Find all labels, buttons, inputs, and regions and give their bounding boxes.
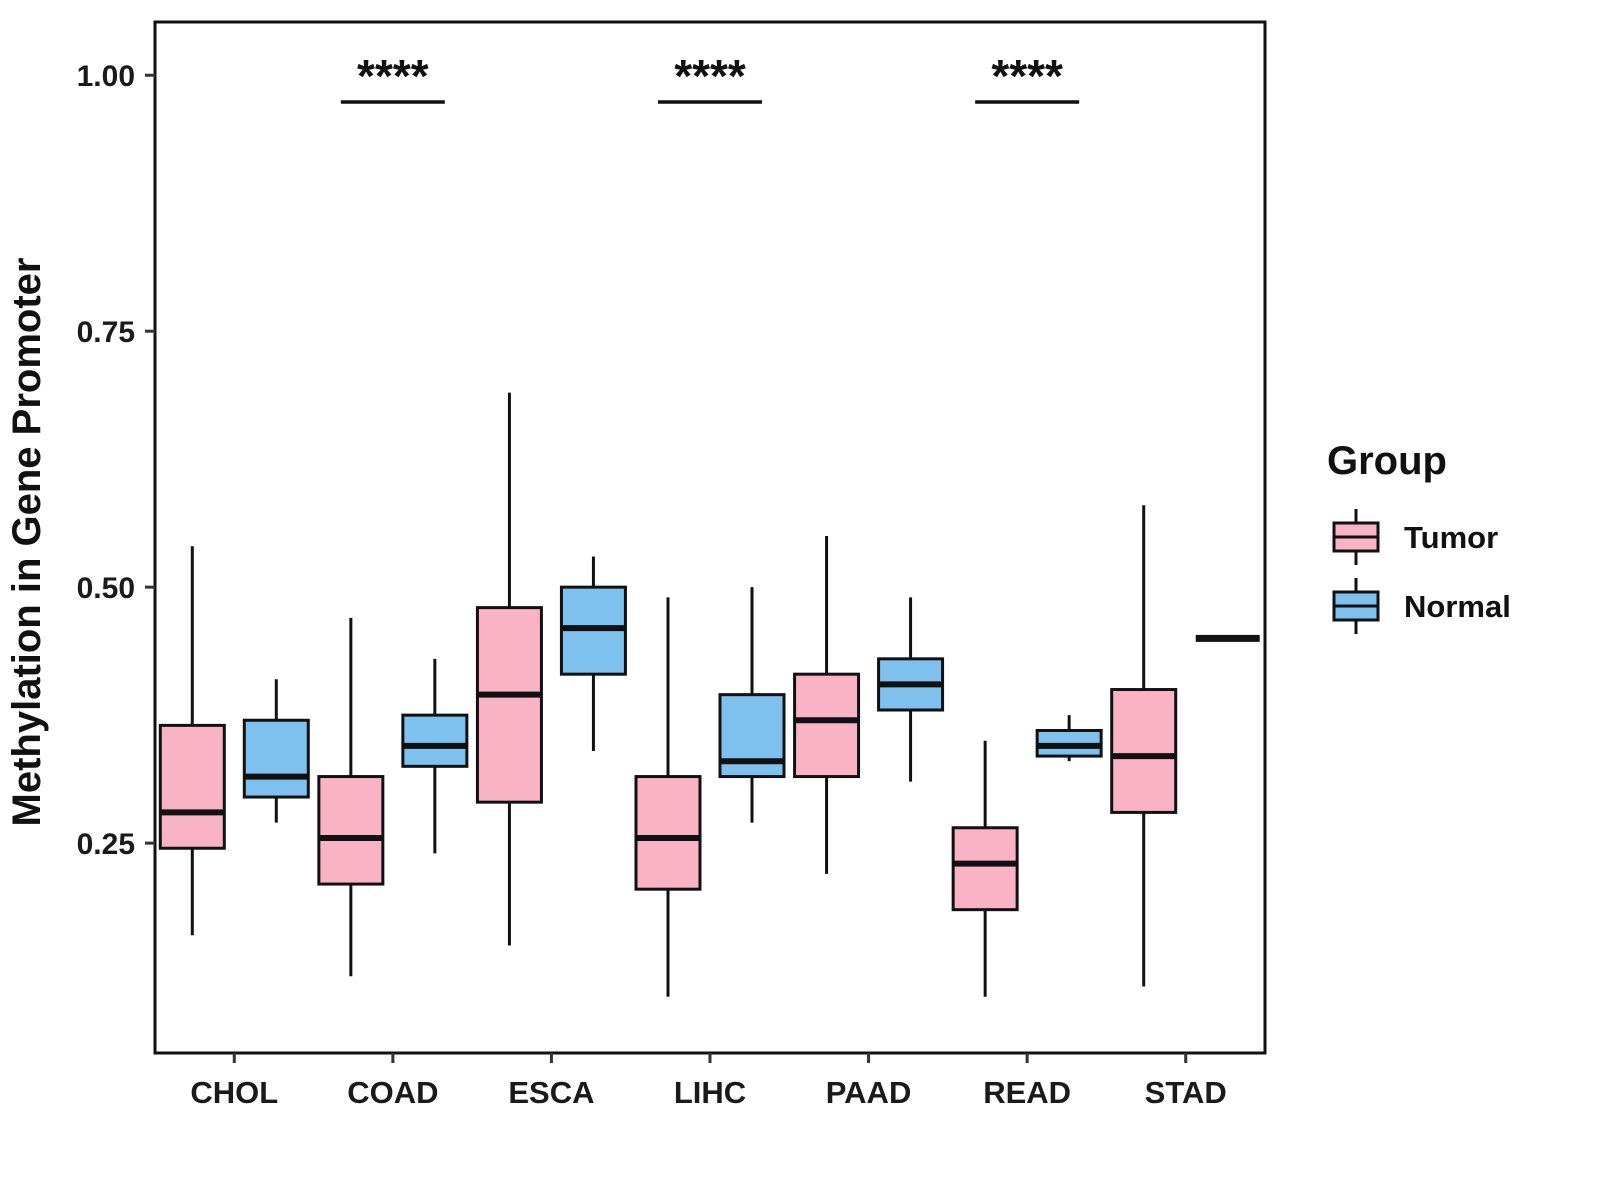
y-axis-tick-label: 0.75 — [77, 316, 135, 349]
x-axis-tick-label: PAAD — [826, 1075, 912, 1110]
x-axis-tick-label: ESCA — [508, 1075, 594, 1110]
box-tumor-CHOL — [158, 723, 226, 850]
y-axis-tick-label: 1.00 — [77, 60, 135, 93]
x-axis-tick-label: STAD — [1145, 1075, 1227, 1110]
y-axis-label: Methylation in Gene Promoter — [5, 258, 49, 827]
box-tumor-STAD — [1110, 688, 1178, 814]
legend-label-Normal: Normal — [1404, 589, 1511, 624]
box-tumor-LIHC — [634, 775, 702, 891]
x-axis-tick-label: CHOL — [190, 1075, 278, 1110]
box-tumor-PAAD — [793, 672, 861, 779]
plot-panel — [153, 20, 1267, 1055]
box-normal-COAD — [401, 713, 469, 768]
x-axis-tick-label: LIHC — [674, 1075, 746, 1110]
box-tumor-READ — [951, 826, 1019, 912]
y-axis-tick-label: 0.25 — [77, 828, 135, 861]
box-normal-LIHC — [718, 693, 786, 779]
x-axis-tick-label: READ — [983, 1075, 1071, 1110]
y-axis-tick-label: 0.50 — [77, 572, 135, 605]
legend-label-Tumor: Tumor — [1404, 520, 1498, 555]
box-normal-CHOL — [242, 718, 310, 799]
significance-label-READ: **** — [991, 50, 1063, 102]
legend-title: Group — [1327, 439, 1447, 483]
box-tumor-COAD — [317, 775, 385, 886]
significance-label-LIHC: **** — [674, 50, 746, 102]
significance-label-COAD: **** — [357, 50, 429, 102]
x-axis-tick-label: COAD — [347, 1075, 438, 1110]
box-tumor-ESCA — [475, 606, 543, 804]
